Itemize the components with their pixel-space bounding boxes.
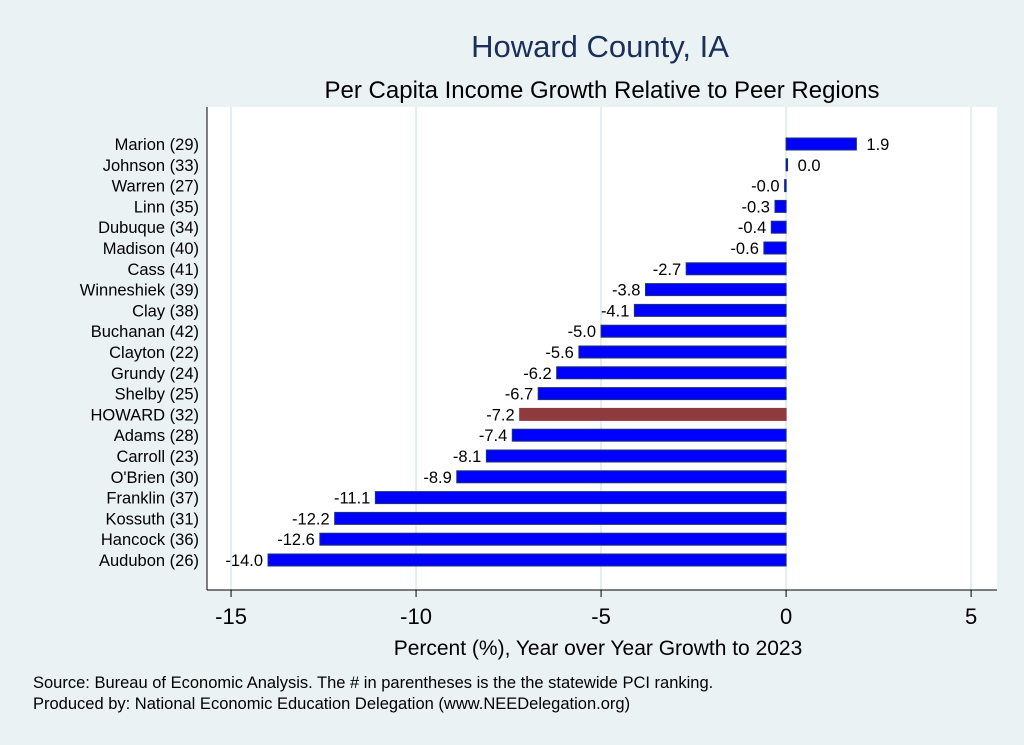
y-category-label: Johnson (33): [103, 157, 199, 175]
value-label: -14.0: [225, 552, 263, 570]
y-category-label: Franklin (37): [106, 490, 199, 508]
value-label: -7.4: [479, 427, 507, 445]
value-label: -0.0: [751, 178, 779, 196]
bar: [770, 220, 787, 234]
footer-produced-by: Produced by: National Economic Education…: [33, 695, 630, 713]
value-label: -5.6: [545, 344, 573, 362]
bar: [556, 366, 787, 380]
y-category-label: Winneshiek (39): [80, 282, 199, 300]
value-label: -8.1: [453, 448, 481, 466]
bar: [374, 491, 787, 505]
y-category-label: Audubon (26): [99, 552, 199, 570]
bar-highlight: [519, 407, 787, 421]
bar: [774, 199, 787, 213]
value-label: -3.8: [612, 282, 640, 300]
bar: [785, 137, 857, 151]
y-category-label: Clayton (22): [109, 344, 199, 362]
y-category-label: Shelby (25): [115, 386, 199, 404]
value-label: -8.9: [423, 469, 451, 487]
value-label: -5.0: [568, 323, 596, 341]
value-label: -6.2: [523, 365, 551, 383]
y-category-label: Grundy (24): [111, 365, 199, 383]
bar: [511, 428, 787, 442]
bar: [537, 387, 787, 401]
value-label: -7.2: [486, 406, 514, 424]
x-tick-label: 0: [780, 604, 792, 629]
y-category-label: Clay (38): [132, 302, 199, 320]
bar: [267, 553, 787, 567]
value-label: -0.6: [730, 240, 758, 258]
footer-source: Source: Bureau of Economic Analysis. The…: [33, 674, 713, 692]
bar: [600, 324, 787, 338]
bar: [578, 345, 787, 359]
y-category-label: Dubuque (34): [98, 219, 199, 237]
value-label: 0.0: [798, 157, 821, 175]
bar: [785, 158, 789, 172]
y-category-label: Warren (27): [112, 178, 199, 196]
chart-subtitle: Per Capita Income Growth Relative to Pee…: [325, 77, 880, 104]
y-category-label: HOWARD (32): [91, 406, 199, 424]
bar: [456, 470, 787, 484]
x-axis-label: Percent (%), Year over Year Growth to 20…: [394, 637, 803, 660]
x-tick-label: -5: [591, 604, 611, 629]
x-tick-label: -15: [215, 604, 247, 629]
bar: [334, 511, 787, 525]
bar: [685, 262, 787, 276]
value-label: -12.2: [292, 510, 330, 528]
y-category-label: Buchanan (42): [91, 323, 199, 341]
y-category-label: Hancock (36): [101, 531, 199, 549]
y-category-label: Madison (40): [103, 240, 199, 258]
value-label: -11.1: [334, 490, 370, 508]
value-label: -0.3: [742, 198, 770, 216]
value-label: -12.6: [277, 531, 315, 549]
value-label: -0.4: [738, 219, 766, 237]
value-label: -6.7: [505, 386, 533, 404]
x-tick-label: 5: [965, 604, 977, 629]
y-category-label: Linn (35): [134, 198, 199, 216]
y-category-label: Kossuth (31): [105, 510, 199, 528]
y-category-label: Carroll (23): [116, 448, 199, 466]
value-label: 1.9: [866, 136, 889, 154]
value-label: -4.1: [601, 302, 629, 320]
y-category-label: O'Brien (30): [111, 469, 199, 487]
bar: [319, 532, 787, 546]
y-category-label: Cass (41): [127, 261, 199, 279]
bar: [485, 449, 787, 463]
bar: [633, 303, 787, 317]
chart-title: Howard County, IA: [471, 29, 729, 64]
y-category-label: Adams (28): [114, 427, 199, 445]
bar: [763, 241, 787, 255]
y-category-label: Marion (29): [115, 136, 199, 154]
value-label: -2.7: [653, 261, 681, 279]
bar: [784, 179, 787, 193]
bar: [644, 283, 787, 297]
x-tick-label: -10: [400, 604, 432, 629]
